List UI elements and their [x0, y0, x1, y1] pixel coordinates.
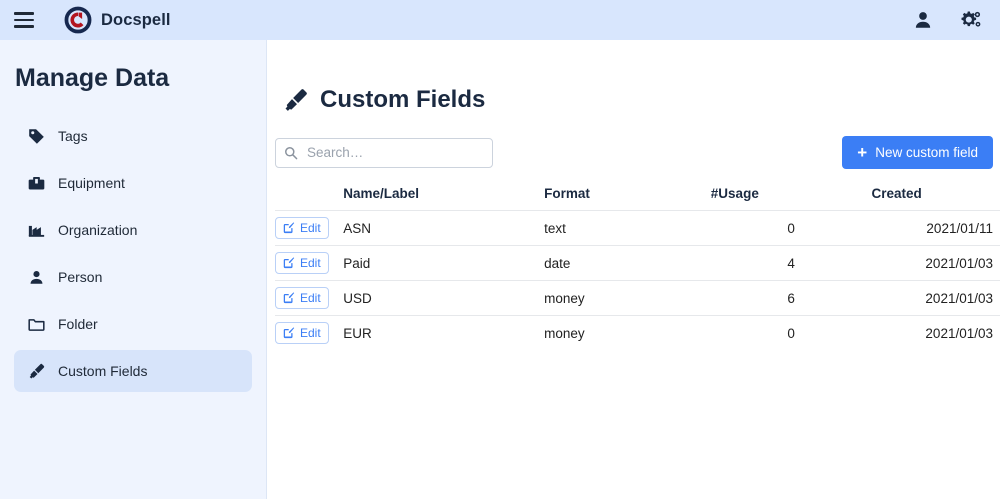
folder-icon [28, 318, 45, 331]
sidebar: Manage Data Tags [0, 40, 267, 499]
highlighter-icon [28, 363, 45, 380]
table-row: Edit EUR money 0 2021/01/03 [275, 315, 1000, 351]
edit-button[interactable]: Edit [275, 252, 329, 274]
sidebar-item-label: Organization [58, 222, 138, 238]
sidebar-item-tags[interactable]: Tags [14, 115, 252, 157]
plus-icon: + [857, 143, 868, 162]
cell-name: ASN [343, 210, 545, 246]
person-icon [28, 269, 45, 286]
cell-format: date [544, 245, 711, 281]
edit-button-label: Edit [300, 326, 321, 341]
table-row: Edit USD money 6 2021/01/03 [275, 280, 1000, 316]
new-custom-field-button[interactable]: + New custom field [842, 136, 993, 169]
cell-edit: Edit [275, 315, 344, 351]
edit-button[interactable]: Edit [275, 287, 329, 309]
table-body: Edit ASN text 0 2021/01/11 [275, 210, 1000, 351]
hamburger-line [14, 25, 34, 28]
cell-edit: Edit [275, 245, 344, 281]
sidebar-item-label: Custom Fields [58, 363, 148, 379]
person-icon[interactable] [912, 9, 934, 31]
cell-name: USD [343, 280, 545, 316]
cell-format: money [544, 315, 711, 351]
toolbar: + New custom field [275, 136, 1000, 169]
table-row: Edit Paid date 4 2021/01/03 [275, 245, 1000, 281]
cell-format: money [544, 280, 711, 316]
sidebar-item-organization[interactable]: Organization [14, 209, 252, 251]
cell-usage: 0 [710, 210, 872, 246]
sidebar-item-person[interactable]: Person [14, 256, 252, 298]
cell-usage: 4 [710, 245, 872, 281]
pencil-square-icon [283, 257, 295, 269]
cell-created: 2021/01/03 [871, 315, 1000, 351]
search-box [275, 137, 493, 168]
edit-button-label: Edit [300, 256, 321, 270]
main-content: Custom Fields + New custom field [267, 40, 1000, 499]
cell-format: text [544, 210, 711, 246]
cogs-icon[interactable] [960, 9, 982, 31]
topbar-actions [912, 9, 986, 31]
sidebar-item-label: Tags [58, 128, 88, 144]
cell-usage: 0 [710, 315, 872, 351]
pencil-square-icon [283, 292, 295, 304]
sidebar-item-equipment[interactable]: Equipment [14, 162, 252, 204]
docspell-logo [64, 6, 92, 34]
table-header-row: Name/Label Format #Usage Created [275, 186, 1000, 211]
highlighter-icon [283, 87, 309, 113]
cell-created: 2021/01/03 [871, 245, 1000, 281]
edit-button[interactable]: Edit [275, 322, 329, 345]
cell-usage: 6 [710, 280, 872, 316]
cell-name: Paid [343, 245, 545, 281]
content-inner: Custom Fields + New custom field [267, 86, 1000, 351]
cell-created: 2021/01/11 [871, 210, 1000, 246]
sidebar-item-label: Folder [58, 316, 98, 332]
top-bar: Docspell [0, 0, 1000, 40]
toolbox-icon [28, 175, 45, 192]
search-input[interactable] [275, 137, 493, 168]
hamburger-icon[interactable] [14, 9, 36, 31]
page-header: Custom Fields [283, 86, 1000, 114]
col-header-created: Created [871, 186, 922, 201]
cell-edit: Edit [275, 280, 344, 316]
body: Manage Data Tags [0, 40, 1000, 499]
page-title: Custom Fields [320, 86, 486, 113]
cell-created: 2021/01/03 [871, 280, 1000, 316]
edit-button[interactable]: Edit [275, 217, 329, 239]
custom-fields-table: Name/Label Format #Usage Created [275, 186, 1000, 351]
edit-button-label: Edit [300, 291, 321, 305]
table-row: Edit ASN text 0 2021/01/11 [275, 210, 1000, 246]
brand-name: Docspell [101, 10, 171, 29]
tag-icon [28, 128, 45, 145]
brand-link[interactable]: Docspell [64, 6, 171, 34]
sidebar-item-custom-fields[interactable]: Custom Fields [14, 350, 252, 392]
col-header-format: Format [544, 186, 590, 201]
pencil-square-icon [283, 327, 295, 339]
new-custom-field-label: New custom field [875, 145, 978, 160]
factory-icon [28, 222, 45, 239]
cell-edit: Edit [275, 210, 344, 246]
edit-button-label: Edit [300, 221, 321, 235]
hamburger-line [14, 12, 34, 15]
sidebar-item-folder[interactable]: Folder [14, 303, 252, 345]
col-header-usage: #Usage [710, 186, 759, 201]
sidebar-title: Manage Data [15, 64, 170, 92]
sidebar-item-label: Equipment [58, 175, 125, 191]
pencil-square-icon [283, 222, 295, 234]
sidebar-item-label: Person [58, 269, 103, 285]
table-head: Name/Label Format #Usage Created [275, 186, 1000, 211]
col-header-name: Name/Label [343, 186, 420, 201]
col-header-edit [275, 186, 343, 211]
hamburger-line [14, 18, 34, 22]
cell-name: EUR [343, 315, 545, 351]
